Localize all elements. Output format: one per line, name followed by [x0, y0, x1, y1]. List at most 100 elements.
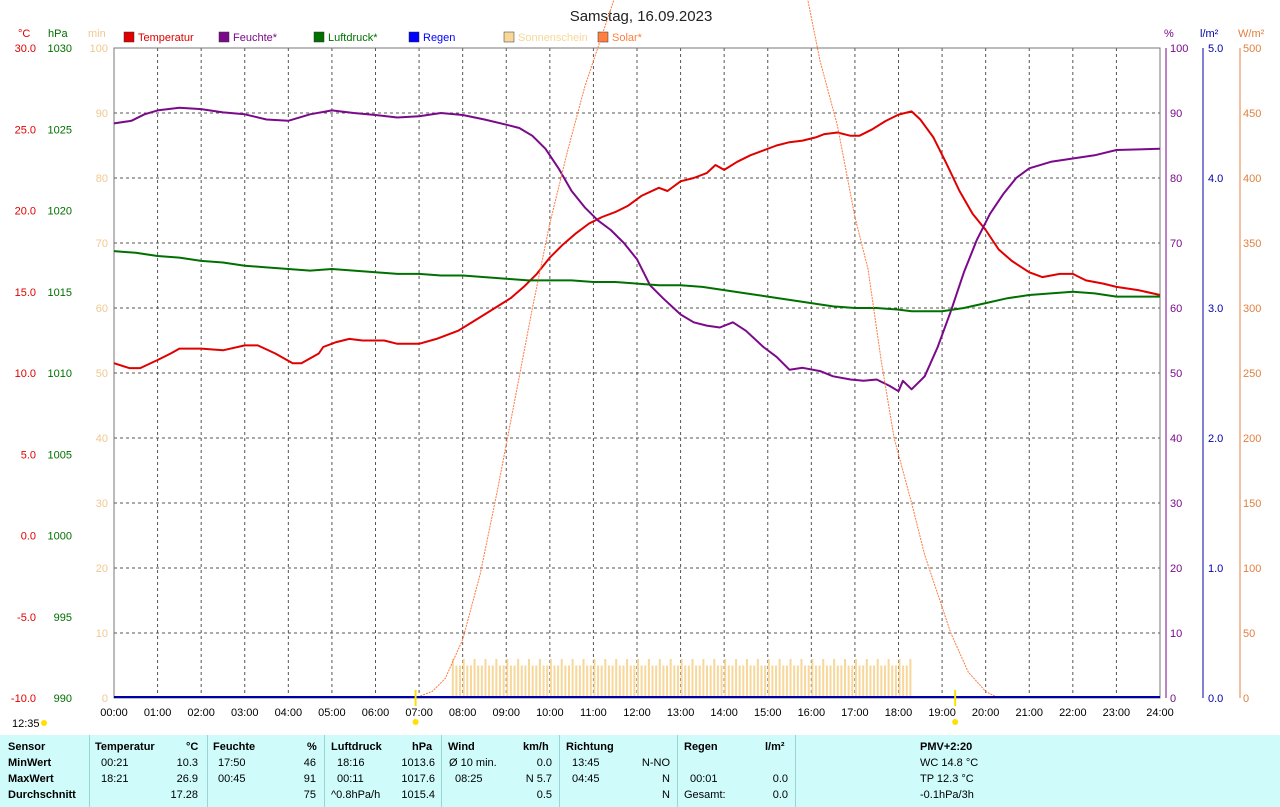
tick-label-temp: 15.0 [15, 287, 36, 299]
sunshine-bar [546, 665, 549, 698]
dir-value: N [662, 773, 670, 785]
legend-swatch [408, 31, 420, 43]
sunshine-bar [756, 659, 759, 698]
sunshine-bar [844, 659, 847, 698]
press-unit-label: hPa [48, 28, 68, 40]
sunshine-bar [597, 665, 600, 698]
divider [324, 735, 325, 807]
tick-label-rain: 5.0 [1208, 43, 1223, 55]
temp-time: 18:21 [101, 773, 129, 785]
sunshine-bar [767, 659, 770, 698]
press-time: 18:16 [337, 757, 365, 769]
dir-time: 04:45 [572, 773, 600, 785]
sunshine-bar [702, 659, 705, 698]
wind-label: Ø 10 min. [449, 757, 497, 769]
sunshine-bar [557, 665, 560, 698]
x-tick-label: 04:00 [275, 707, 303, 719]
sunshine-bar [818, 665, 821, 698]
axis-unit-labels: °C hPa min % l/m² W/m² [18, 28, 1265, 40]
x-tick-label: 21:00 [1015, 707, 1043, 719]
hum-value: 75 [303, 789, 316, 801]
sunshine-bar [720, 665, 723, 698]
sunshine-bar [655, 665, 658, 698]
x-tick-label: 03:00 [231, 707, 259, 719]
hum-time: 17:50 [218, 757, 246, 769]
sunshine-bar [902, 665, 905, 698]
sunshine-bar [673, 665, 676, 698]
sunshine-bar [462, 659, 465, 698]
sunshine-bar [735, 659, 738, 698]
tick-label-sun: 90 [96, 108, 108, 120]
sunshine-bar [658, 659, 661, 698]
sun-markers [412, 690, 959, 725]
sunshine-bar [687, 665, 690, 698]
sunshine-bar [622, 665, 625, 698]
legend-swatch [123, 31, 135, 43]
legend-swatch [313, 31, 325, 43]
x-tick-label: 23:00 [1103, 707, 1131, 719]
temp-value: 26.9 [176, 773, 198, 785]
tick-label-sun: 100 [90, 43, 108, 55]
tick-label-temp: 10.0 [15, 368, 36, 380]
sunshine-bar [898, 659, 901, 698]
sunshine-bar [473, 659, 476, 698]
sunshine-bar [731, 665, 734, 698]
sunshine-bar [873, 665, 876, 698]
sunshine-bar [698, 665, 701, 698]
x-tick-label: 00:00 [100, 707, 128, 719]
sunshine-bar [651, 665, 654, 698]
x-tick-label: 11:00 [580, 707, 607, 719]
x-tick-label: 06:00 [362, 707, 390, 719]
x-tick-label: 24:00 [1146, 707, 1174, 719]
row-label: MinWert [8, 757, 52, 769]
sunshine-bar [571, 659, 574, 698]
sunshine-bar [738, 665, 741, 698]
tick-label-sun: 20 [96, 563, 108, 575]
sunshine-bar [760, 665, 763, 698]
tick-label-press: 1020 [48, 206, 72, 218]
sunshine-bar [455, 665, 458, 698]
sunshine-bar [742, 665, 745, 698]
sunshine-bar [531, 665, 534, 698]
header-temperature-unit: °C [186, 741, 199, 753]
x-tick-label: 15:00 [754, 707, 782, 719]
divider [677, 735, 678, 807]
sunshine-bar [553, 665, 556, 698]
sunshine-bar [727, 665, 730, 698]
chart-legend: Temperatur Feuchte* Luftdruck* Regen Sonnens… [123, 31, 643, 44]
sunshine-bar [528, 659, 531, 698]
rain-time: 00:01 [690, 773, 718, 785]
tick-label-press: 995 [54, 612, 72, 624]
header-wind: Wind [448, 741, 475, 753]
tick-label-temp: 20.0 [15, 206, 36, 218]
tick-label-sun: 10 [96, 628, 108, 640]
series-line-temp [113, 110, 1161, 370]
sunshine-bar [833, 659, 836, 698]
sunshine-bar [814, 665, 817, 698]
sunshine-bar [793, 665, 796, 698]
statistics-table: Sensor Temperatur °C Feuchte % Luftdruck… [0, 735, 1280, 807]
divider [89, 735, 90, 807]
x-tick-label: 09:00 [492, 707, 520, 719]
divider [559, 735, 560, 807]
sunshine-bar [684, 665, 687, 698]
tick-label-sun: 80 [96, 173, 108, 185]
sunshine-bar [883, 665, 886, 698]
x-tick-label: 20:00 [972, 707, 1000, 719]
sunshine-bar [695, 665, 698, 698]
temp-value: 10.3 [176, 757, 198, 769]
press-value: 1013.6 [401, 757, 435, 769]
legend-label: Solar* [612, 32, 643, 44]
sunshine-bar [800, 659, 803, 698]
sunshine-bar [549, 659, 552, 698]
sunshine-bar [662, 665, 665, 698]
tick-label-sun: 50 [96, 368, 108, 380]
rain-unit-label: l/m² [1200, 28, 1219, 40]
sunshine-bar [782, 665, 785, 698]
press-trend: ^0.8hPa/h [331, 789, 381, 801]
sunshine-bar [604, 659, 607, 698]
weather-chart: Samstag, 16.09.2023 °C hPa min % l/m² W/… [11, 0, 1265, 730]
sunshine-bar [560, 659, 563, 698]
series-lines [113, 0, 1161, 699]
header-pressure: Luftdruck [331, 741, 382, 753]
